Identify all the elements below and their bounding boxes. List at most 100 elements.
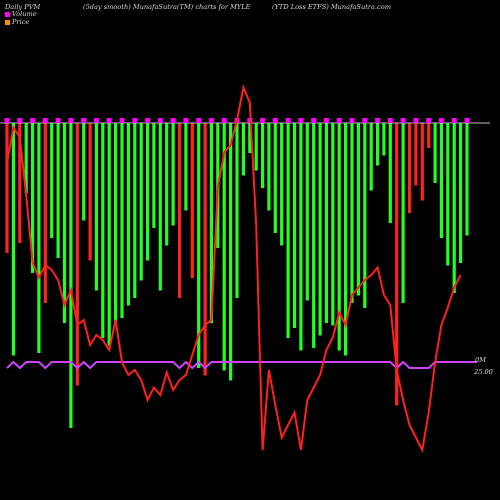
volume-marker: [413, 118, 419, 123]
volume-marker: [145, 118, 151, 123]
volume-bar: [107, 123, 111, 346]
volume-bar: [280, 123, 284, 246]
volume-bar: [248, 123, 252, 153]
volume-bar: [171, 123, 175, 226]
volume-bar: [388, 123, 392, 223]
volume-marker: [464, 118, 470, 123]
volume-marker: [132, 118, 138, 123]
volume-bar: [126, 123, 130, 306]
volume-bar: [261, 123, 265, 188]
volume-bar: [133, 123, 137, 298]
volume-marker: [323, 118, 329, 123]
price-level-label: 25.00: [473, 368, 493, 376]
volume-bar: [158, 123, 162, 291]
volume-bar: [209, 123, 213, 323]
legend-price-swatch: [5, 19, 10, 25]
volume-bar: [120, 123, 124, 318]
volume-marker: [221, 118, 227, 123]
volume-bar: [203, 123, 207, 376]
volume-bar: [69, 123, 73, 428]
volume-bar: [382, 123, 386, 156]
volume-bar: [165, 123, 169, 246]
volume-bar: [395, 123, 399, 406]
volume-marker: [349, 118, 355, 123]
volume-marker: [106, 118, 112, 123]
legend-volume-swatch: [5, 11, 10, 17]
volume-bar: [229, 123, 233, 381]
volume-bar: [350, 123, 354, 303]
volume-marker: [298, 118, 304, 123]
volume-bar: [152, 123, 156, 228]
volume-bar: [407, 123, 412, 213]
volume-zero-label: 0M: [475, 356, 486, 364]
volume-marker: [387, 118, 393, 123]
volume-bar: [401, 123, 405, 303]
volume-bar: [452, 123, 456, 293]
volume-bar: [465, 123, 469, 236]
volume-marker: [170, 118, 176, 123]
volume-bar: [75, 123, 79, 386]
volume-marker: [119, 118, 125, 123]
chart-header-left: Daily PVM: [5, 3, 41, 11]
volume-bar: [31, 123, 35, 273]
volume-bar: [24, 123, 28, 193]
volume-bar: [459, 123, 463, 263]
volume-bar: [337, 123, 341, 351]
volume-marker: [196, 118, 202, 123]
volume-bar: [427, 123, 431, 148]
volume-bar: [292, 123, 297, 328]
volume-bar: [331, 123, 335, 326]
volume-bar: [286, 123, 290, 338]
volume-bar: [344, 123, 348, 356]
volume-marker: [208, 118, 214, 123]
volume-marker: [400, 118, 406, 123]
volume-bar: [273, 123, 277, 233]
volume-marker: [362, 118, 368, 123]
volume-bar: [267, 123, 271, 211]
legend-volume-label: Volume: [12, 10, 37, 18]
volume-marker: [55, 118, 61, 123]
volume-bar: [5, 123, 9, 253]
volume-bar: [324, 123, 328, 323]
volume-bar: [62, 123, 67, 323]
volume-bar: [439, 123, 443, 238]
volume-bar: [139, 123, 143, 281]
volume-bar: [369, 123, 373, 191]
volume-bar: [356, 123, 360, 296]
volume-bar: [241, 123, 245, 176]
volume-bar: [312, 123, 316, 348]
volume-marker: [68, 118, 74, 123]
legend-price: Price: [5, 18, 29, 26]
volume-marker: [426, 118, 432, 123]
price-line: [6, 84, 462, 454]
volume-bar: [56, 123, 60, 258]
volume-bar: [446, 123, 450, 266]
volume-bar: [114, 123, 118, 326]
volume-markers: [4, 118, 470, 123]
volume-marker: [30, 118, 36, 123]
volume-marker: [451, 118, 457, 123]
legend-volume: Volume: [5, 10, 37, 18]
volume-marker: [42, 118, 48, 123]
volume-marker: [375, 118, 381, 123]
volume-marker: [260, 118, 266, 123]
volume-bar: [433, 123, 437, 183]
volume-marker: [336, 118, 342, 123]
volume-bar: [18, 123, 22, 243]
volume-bar: [177, 123, 182, 298]
volume-bar: [190, 123, 194, 278]
volume-marker: [183, 118, 189, 123]
volume-bar: [376, 123, 380, 166]
volume-bar: [43, 123, 47, 303]
volume-marker: [81, 118, 87, 123]
volume-marker: [285, 118, 291, 123]
volume-marker: [272, 118, 278, 123]
volume-bar: [414, 123, 418, 186]
volume-bar: [318, 123, 322, 336]
volume-bar: [235, 123, 239, 298]
volume-bar: [305, 123, 309, 301]
volume-marker: [4, 118, 10, 123]
volume-bar: [101, 123, 105, 338]
legend-price-label: Price: [12, 18, 30, 26]
